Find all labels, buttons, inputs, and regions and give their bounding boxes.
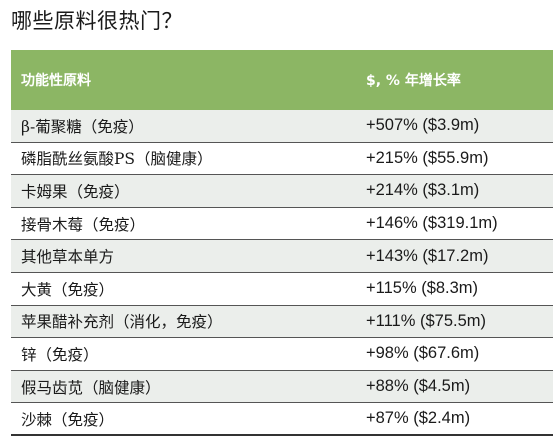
- page-title: 哪些原料很热门？: [11, 9, 183, 33]
- growth-cell: +143% ($17.2m): [366, 246, 489, 265]
- growth-cell: +215% ($55.9m): [366, 148, 489, 167]
- growth-cell: +88% ($4.5m): [366, 377, 471, 396]
- ingredient-cell: β-葡聚糖（免疫）: [21, 117, 144, 136]
- ingredient-cell: 大黄（免疫）: [21, 280, 115, 299]
- table-row: 苹果醋补充剂（消化，免疫） +111% ($75.5m): [11, 305, 553, 339]
- table-row: 接骨木莓（免疫） +146% ($319.1m): [11, 208, 553, 241]
- table-row: 其他草本单方 +143% ($17.2m): [11, 240, 553, 273]
- table-row: β-葡聚糖（免疫） +507% ($3.9m): [11, 110, 553, 143]
- growth-cell: +214% ($3.1m): [366, 181, 480, 200]
- growth-cell: +87% ($2.4m): [366, 409, 471, 428]
- ingredient-cell: 假马齿苋（脑健康）: [21, 378, 161, 397]
- table-header: 功能性原料 $, % 年增长率: [11, 50, 553, 110]
- growth-cell: +115% ($8.3m): [366, 279, 479, 298]
- growth-cell: +111% ($75.5m): [366, 311, 486, 330]
- ingredient-cell: 锌（免疫）: [21, 345, 99, 364]
- ingredient-cell: 其他草本单方: [21, 248, 115, 267]
- table-row: 卡姆果（免疫） +214% ($3.1m): [11, 175, 553, 208]
- table-row: 磷脂酰丝氨酸PS（脑健康） +215% ($55.9m): [11, 143, 553, 176]
- ingredient-cell: 沙棘（免疫）: [21, 410, 115, 429]
- ingredients-table: 功能性原料 $, % 年增长率 β-葡聚糖（免疫） +507% ($3.9m) …: [11, 50, 553, 436]
- table-row: 沙棘（免疫） +87% ($2.4m): [11, 403, 553, 436]
- ingredient-cell: 接骨木莓（免疫）: [21, 215, 146, 234]
- growth-cell: +507% ($3.9m): [366, 116, 480, 135]
- ingredient-cell: 苹果醋补充剂（消化，免疫）: [21, 313, 223, 332]
- table-row: 大黄（免疫） +115% ($8.3m): [11, 273, 553, 306]
- table-row: 锌（免疫） +98% ($67.6m): [11, 338, 553, 371]
- table-row: 假马齿苋（脑健康） +88% ($4.5m): [11, 370, 553, 404]
- growth-cell: +98% ($67.6m): [366, 344, 480, 363]
- growth-cell: +146% ($319.1m): [366, 214, 498, 233]
- ingredient-cell: 卡姆果（免疫）: [21, 182, 130, 201]
- ingredient-cell: 磷脂酰丝氨酸PS（脑健康）: [21, 150, 213, 169]
- column-header-growth: $, % 年增长率: [366, 73, 461, 89]
- column-header-ingredient: 功能性原料: [21, 73, 91, 89]
